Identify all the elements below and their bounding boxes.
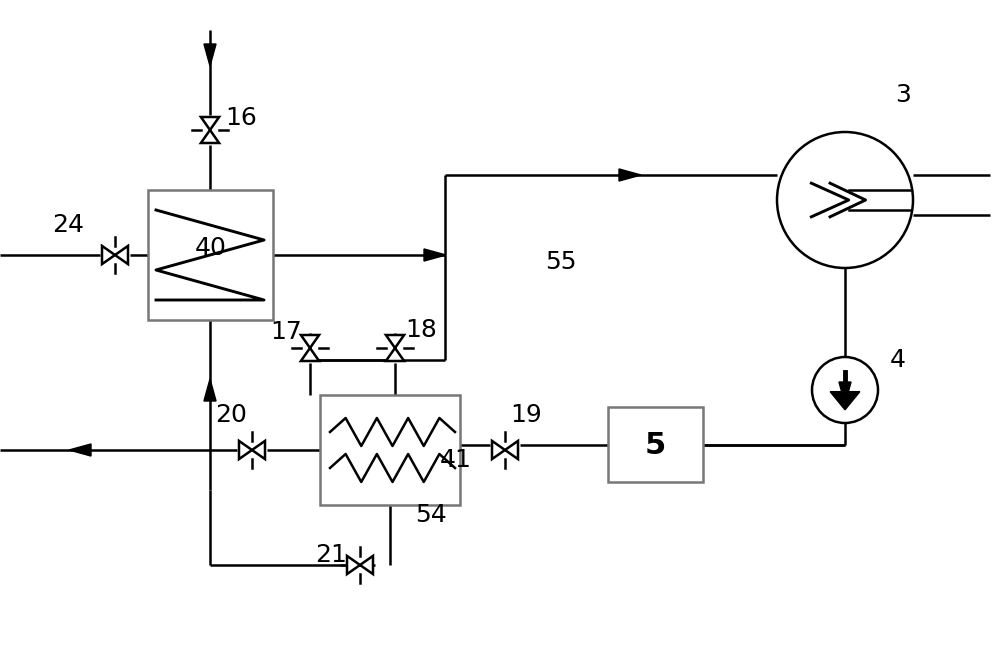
Bar	[148, 190, 273, 320]
Text: 18: 18	[405, 318, 437, 342]
Polygon shape	[830, 392, 860, 410]
Text: 55: 55	[545, 250, 576, 274]
Text: 41: 41	[440, 448, 472, 472]
Polygon shape	[360, 556, 373, 574]
Polygon shape	[115, 246, 128, 264]
Polygon shape	[301, 335, 319, 348]
Text: 24: 24	[52, 213, 84, 237]
Text: 20: 20	[215, 403, 247, 427]
Text: 17: 17	[270, 320, 302, 344]
Polygon shape	[204, 379, 216, 401]
Text: 5: 5	[644, 430, 666, 460]
Text: 19: 19	[510, 403, 542, 427]
Text: 40: 40	[195, 236, 227, 260]
Polygon shape	[69, 444, 91, 456]
Text: 4: 4	[890, 348, 906, 372]
Polygon shape	[252, 441, 265, 459]
Text: 16: 16	[225, 106, 257, 130]
Polygon shape	[347, 556, 360, 574]
Bar	[320, 395, 460, 505]
Bar	[608, 407, 703, 482]
Polygon shape	[505, 441, 518, 459]
Text: 54: 54	[415, 503, 447, 527]
Polygon shape	[301, 348, 319, 361]
Polygon shape	[239, 441, 252, 459]
Text: 3: 3	[895, 83, 911, 107]
Polygon shape	[424, 249, 446, 261]
Circle shape	[777, 132, 913, 268]
Polygon shape	[492, 441, 505, 459]
Polygon shape	[839, 382, 851, 404]
Polygon shape	[386, 348, 404, 361]
Polygon shape	[102, 246, 115, 264]
Text: 21: 21	[315, 543, 347, 567]
Polygon shape	[201, 117, 219, 130]
Polygon shape	[619, 169, 641, 181]
Circle shape	[812, 357, 878, 423]
Polygon shape	[204, 44, 216, 66]
Polygon shape	[201, 130, 219, 143]
Polygon shape	[386, 335, 404, 348]
